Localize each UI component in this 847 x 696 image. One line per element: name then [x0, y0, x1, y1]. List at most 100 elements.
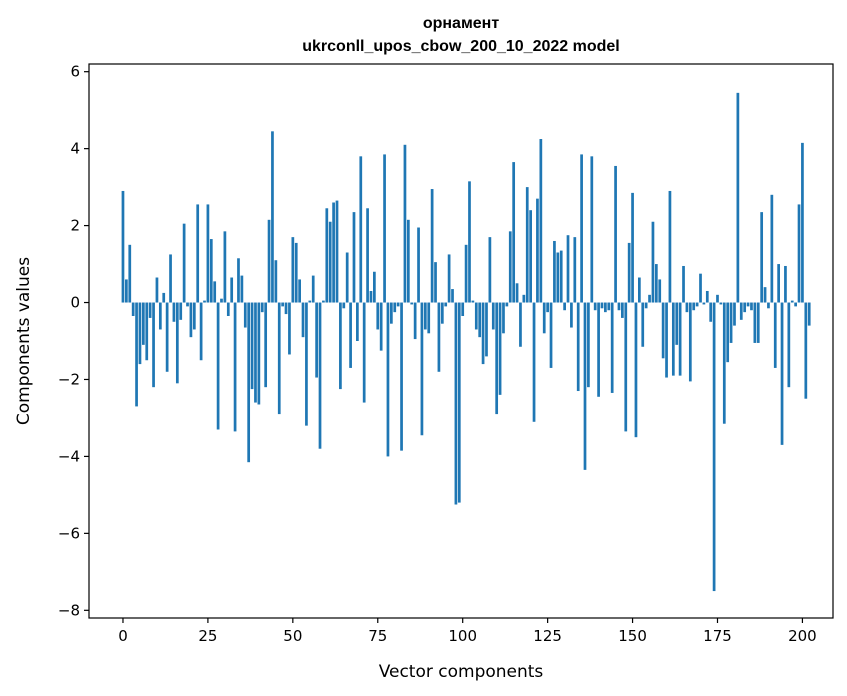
y-tick-label: 0 — [70, 294, 80, 312]
bar-173 — [709, 302, 713, 322]
plot-frame — [88, 63, 834, 619]
bar-127 — [553, 240, 556, 303]
bar-147 — [621, 302, 624, 318]
bar-137 — [587, 302, 590, 388]
bar-13 — [165, 302, 169, 372]
x-tick-label: 0 — [118, 627, 128, 645]
bar-99 — [457, 302, 461, 503]
bar-50 — [291, 237, 295, 303]
x-tick-label: 50 — [283, 627, 302, 645]
y-axis-label: Components values — [14, 257, 34, 425]
bar-74 — [373, 271, 376, 303]
bar-165 — [682, 265, 685, 303]
bar-107 — [485, 302, 488, 357]
x-tick-label: 200 — [788, 627, 817, 645]
bar-53 — [301, 302, 305, 338]
bar-146 — [617, 302, 621, 311]
bar-179 — [729, 302, 733, 343]
bar-167 — [688, 302, 692, 382]
bar-83 — [403, 144, 407, 303]
bar-5 — [138, 302, 142, 365]
bar-41 — [260, 302, 264, 313]
bar-170 — [699, 273, 702, 303]
bar-123 — [539, 139, 543, 303]
bar-185 — [750, 302, 753, 311]
bar-171 — [702, 302, 706, 305]
bar-144 — [610, 302, 614, 393]
bar-40 — [257, 302, 261, 405]
bar-169 — [695, 302, 699, 307]
bar-91 — [430, 189, 434, 303]
bar-85 — [410, 302, 414, 305]
bar-192 — [773, 302, 777, 368]
bar-104 — [474, 302, 478, 330]
bar-151 — [634, 302, 638, 438]
bar-75 — [376, 302, 380, 330]
bar-31 — [226, 302, 230, 316]
bar-15 — [172, 302, 176, 322]
bar-108 — [488, 237, 492, 303]
bar-27 — [213, 281, 217, 303]
bar-35 — [240, 275, 244, 303]
bar-47 — [281, 302, 284, 307]
bar-115 — [512, 162, 516, 303]
bar-157 — [654, 264, 658, 303]
x-tick-label: 25 — [198, 627, 217, 645]
bar-100 — [461, 302, 465, 316]
bar-90 — [427, 302, 431, 334]
bar-18 — [182, 223, 186, 303]
y-tick-label: 2 — [70, 217, 80, 235]
bar-150 — [631, 192, 634, 303]
bar-4 — [135, 302, 138, 407]
bar-76 — [379, 302, 383, 351]
bar-198 — [794, 302, 797, 307]
bar-196 — [787, 302, 791, 388]
bar-34 — [237, 258, 240, 303]
bar-7 — [145, 302, 149, 361]
x-tick-label: 125 — [533, 627, 562, 645]
bar-95 — [444, 302, 448, 307]
bar-101 — [464, 244, 468, 303]
y-tick-label: −8 — [58, 601, 80, 619]
bar-12 — [162, 292, 166, 303]
bar-120 — [529, 210, 532, 303]
bar-59 — [322, 300, 325, 303]
bar-166 — [685, 302, 689, 313]
bar-131 — [566, 235, 570, 303]
bar-162 — [671, 302, 675, 376]
bar-172 — [705, 290, 709, 303]
chart-title-line1: орнамент — [423, 15, 500, 32]
bar-48 — [284, 302, 288, 315]
bar-149 — [627, 242, 631, 303]
bar-141 — [600, 302, 604, 309]
bar-142 — [604, 302, 607, 313]
bar-181 — [736, 92, 740, 303]
bar-129 — [559, 250, 563, 303]
bar-119 — [525, 187, 529, 303]
bar-152 — [638, 277, 641, 303]
bar-80 — [393, 302, 397, 313]
bar-86 — [413, 302, 417, 340]
bar-124 — [542, 302, 546, 334]
bar-156 — [651, 221, 655, 303]
bar-2 — [128, 244, 132, 303]
bar-3 — [131, 302, 135, 316]
bar-57 — [315, 302, 318, 378]
bar-143 — [607, 302, 611, 311]
bar-54 — [305, 302, 308, 426]
bar-180 — [733, 302, 736, 326]
bar-10 — [155, 277, 159, 303]
bar-82 — [400, 302, 403, 451]
bar-63 — [335, 200, 339, 303]
bar-38 — [250, 302, 254, 390]
bar-60 — [325, 208, 329, 303]
bar-0 — [121, 190, 125, 303]
bar-130 — [563, 302, 566, 311]
bar-161 — [668, 190, 672, 303]
bar-8 — [148, 302, 152, 318]
x-tick-label: 175 — [703, 627, 732, 645]
bar-154 — [644, 302, 648, 309]
bar-71 — [362, 302, 366, 403]
bar-183 — [743, 302, 747, 313]
